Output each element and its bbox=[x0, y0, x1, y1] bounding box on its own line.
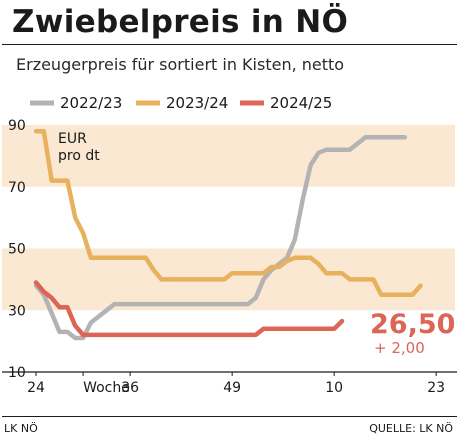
chart-title: Zwiebelpreis in NÖ bbox=[12, 4, 349, 40]
chart-subtitle: Erzeugerpreis für sortiert in Kisten, ne… bbox=[16, 55, 345, 74]
series-line-2022-23 bbox=[33, 135, 408, 341]
x-tick-label-49: 49 bbox=[223, 380, 241, 396]
legend-label-2024-25: 2024/25 bbox=[270, 94, 332, 112]
y-tick-label-70: 70 bbox=[8, 180, 26, 196]
footer-source-right: QUELLE: LK NÖ bbox=[369, 422, 453, 435]
legend-label-2022-23: 2022/23 bbox=[60, 94, 122, 112]
title-rule bbox=[2, 44, 457, 45]
unit-label-line-0: EUR bbox=[58, 131, 87, 147]
series-line-2023-24 bbox=[33, 128, 423, 298]
y-tick-label-10: 10 bbox=[8, 365, 26, 381]
footer-rule bbox=[2, 416, 457, 417]
y-tick-label-90: 90 bbox=[8, 118, 26, 134]
series-lines-layer bbox=[33, 128, 423, 341]
x-tick-label-23: 23 bbox=[427, 380, 445, 396]
series-line-2024-25 bbox=[33, 280, 345, 338]
y-tick-layer: 10 30 50 70 90 bbox=[8, 118, 26, 381]
unit-label-line-1: pro dt bbox=[58, 148, 100, 164]
x-tick-label-Woche: Woche bbox=[83, 380, 130, 396]
x-tick-label-10: 10 bbox=[325, 380, 343, 396]
y-tick-label-30: 30 bbox=[8, 303, 26, 319]
x-tick-label-24: 24 bbox=[27, 380, 45, 396]
legend-label-2023-24: 2023/24 bbox=[166, 94, 228, 112]
latest-value-label: 26,50 bbox=[370, 309, 455, 340]
band-0 bbox=[2, 248, 455, 311]
latest-change-label: + 2,00 bbox=[374, 339, 425, 357]
y-tick-label-50: 50 bbox=[8, 242, 26, 258]
x-tick-label-36: 36 bbox=[121, 380, 139, 396]
legend-layer: 2022/23 2023/24 2024/25 bbox=[30, 94, 332, 112]
footer-source-left: LK NÖ bbox=[4, 422, 38, 435]
annotation-layer: 26,50+ 2,00 bbox=[370, 309, 455, 357]
